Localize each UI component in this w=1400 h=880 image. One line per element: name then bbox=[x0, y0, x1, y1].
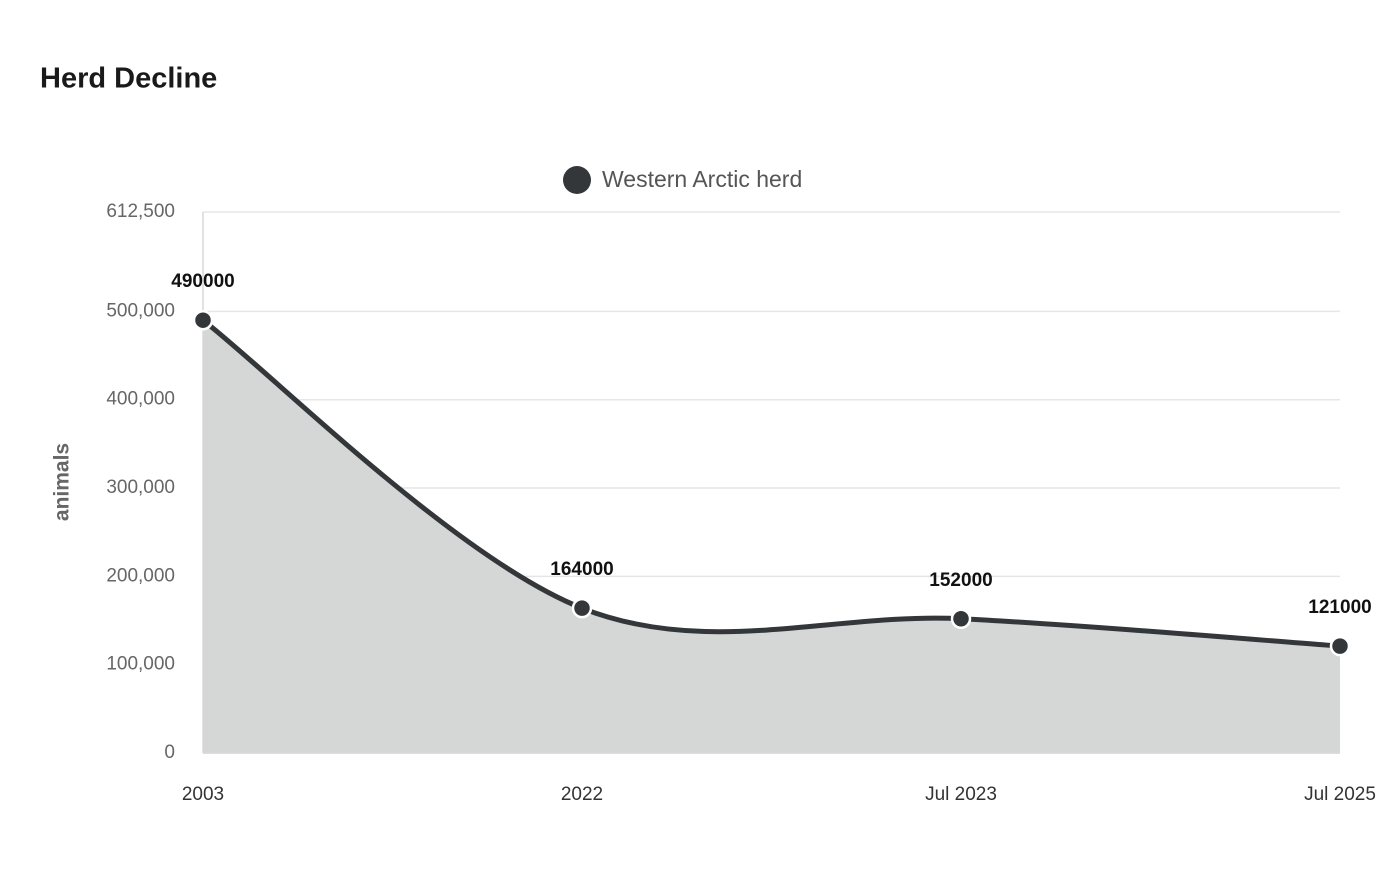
y-tick-label: 400,000 bbox=[106, 389, 175, 410]
point[interactable] bbox=[1329, 635, 1351, 657]
x-tick-label: Jul 2025 bbox=[1304, 784, 1376, 805]
data-label: 121000 bbox=[1308, 597, 1371, 618]
legend-marker bbox=[563, 166, 591, 194]
x-tick-label: 2022 bbox=[561, 784, 603, 805]
data-label: 152000 bbox=[929, 570, 992, 591]
point[interactable] bbox=[571, 597, 593, 619]
y-tick-label: 0 bbox=[164, 742, 175, 763]
legend-label[interactable]: Western Arctic herd bbox=[602, 166, 802, 192]
y-tick-label: 100,000 bbox=[106, 654, 175, 675]
x-tick-label: 2003 bbox=[182, 784, 224, 805]
data-label: 490000 bbox=[171, 271, 234, 292]
line bbox=[201, 318, 1341, 649]
y-tick-label: 300,000 bbox=[106, 477, 175, 498]
area-fill bbox=[203, 320, 1340, 753]
chart-title: Herd Decline bbox=[40, 63, 217, 95]
y-axis-title: animals bbox=[51, 443, 74, 521]
y-tick-label: 500,000 bbox=[106, 300, 175, 321]
x-tick-label: Jul 2023 bbox=[925, 784, 997, 805]
point[interactable] bbox=[192, 309, 214, 331]
y-tick-label: 200,000 bbox=[106, 565, 175, 586]
data-label: 164000 bbox=[550, 559, 613, 580]
point[interactable] bbox=[950, 608, 972, 629]
y-tick-label: 612,500 bbox=[106, 201, 175, 222]
